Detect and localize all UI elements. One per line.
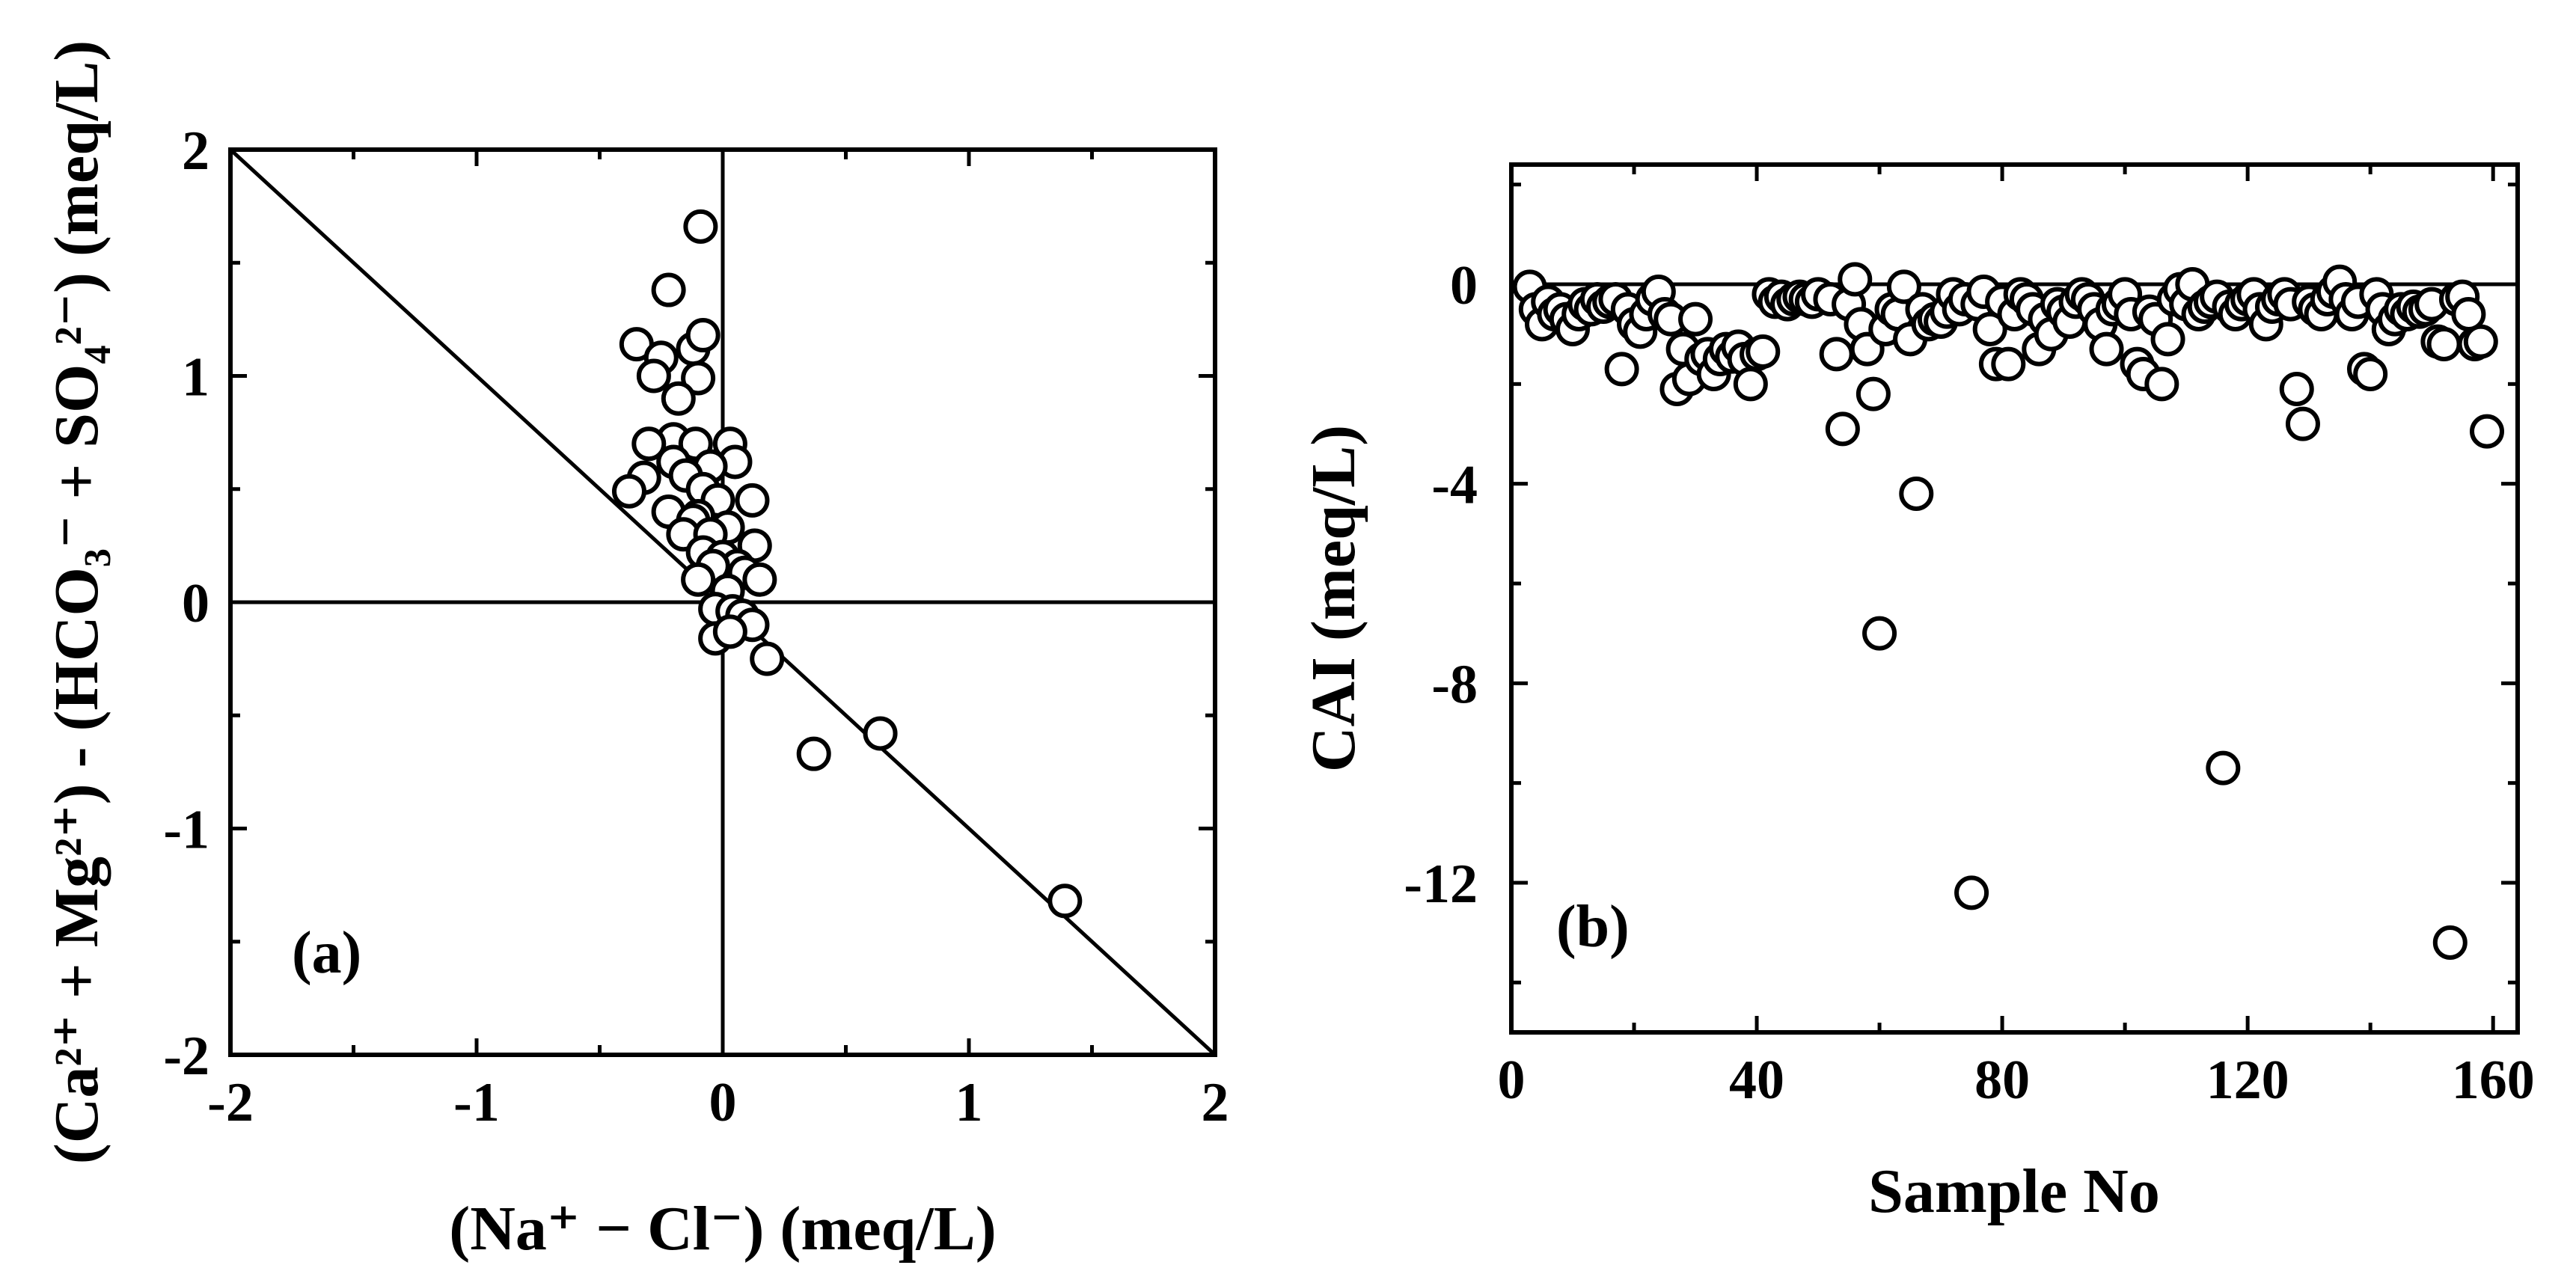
panel-b-y-tick-label: -8 (1431, 654, 1478, 715)
panel-b-tick-labels: 0 40 80 120 160 0 -4 -8 -12 (1404, 255, 2534, 1111)
panel-b-data-point (2469, 414, 2504, 449)
panel-a-y-tick-label: 0 (182, 573, 209, 634)
panel-a-data-point (712, 614, 747, 649)
panel-b-y-tick-label: -12 (1404, 854, 1478, 915)
panel-a-data-point (735, 483, 770, 518)
panel-a-y-tick-label: 2 (182, 120, 209, 182)
panel-a-x-tick-label: 1 (955, 1072, 983, 1133)
panel-a-x-tick-label: -1 (453, 1072, 500, 1133)
panel-a-data-point (750, 641, 785, 676)
panel-b-data-point (2426, 327, 2462, 361)
panel-a-x-axis-label: (Na⁺ − Cl⁻) (meq/L) (449, 1194, 996, 1264)
panel-a-points (611, 209, 1083, 919)
panel-b-y-tick-label: 0 (1450, 255, 1478, 316)
panel-a-data-point (1047, 884, 1083, 919)
panel-b-x-tick-label: 80 (1974, 1050, 2030, 1111)
panel-a-data-point (651, 272, 686, 307)
panel-b-data-point (1678, 301, 1713, 337)
panel-b-data-point (1825, 411, 1860, 447)
panel-a-y-tick-label: 1 (182, 347, 209, 408)
panel-b-data-point (2206, 750, 2241, 786)
panel-a-data-point (636, 358, 671, 393)
panel-b-x-tick-label: 160 (2452, 1050, 2535, 1111)
panel-b-data-point (1972, 312, 2007, 346)
panel-b-data-point (1991, 346, 2026, 382)
panel-a-data-point (681, 361, 716, 396)
panel-a-y-tick-label: -2 (163, 1026, 209, 1087)
panel-b-data-point (2089, 331, 2124, 367)
panel-a-y-tick-label: -1 (163, 800, 209, 861)
panel-b-x-tick-label: 0 (1498, 1050, 1526, 1111)
panel-b-points (1512, 262, 2504, 960)
panel-a-data-point (683, 209, 718, 244)
panel-a-ticks (228, 147, 1217, 1057)
panel-b-data-point (2285, 406, 2320, 441)
panel-a-y-axis-label: (Ca²⁺ + Mg²⁺) - (HCO₃⁻ + SO₄²⁻) (meq/L) (42, 40, 111, 1164)
panel-a-data-point (681, 562, 716, 597)
panel-b: 0 40 80 120 160 0 -4 -8 -12 (b) Sample No CAI (m… (1299, 162, 2535, 1226)
panel-a-x-tick-label: 0 (709, 1072, 737, 1133)
panel-b-data-point (2353, 357, 2388, 391)
panel-b-data-point (2463, 324, 2498, 359)
panel-b-data-point (1604, 352, 1639, 387)
panel-b-data-point (1838, 262, 1873, 297)
panel-b-data-point (1855, 376, 1891, 411)
panel-b-ticks (1509, 165, 2518, 1032)
panel-a-label: (a) (292, 920, 361, 986)
panel-a-data-point (611, 474, 646, 509)
panel-b-data-point (2279, 372, 2314, 406)
panel-a-data-point (742, 562, 777, 597)
panel-b-data-point (1862, 616, 1897, 651)
panel-b-data-point (1746, 334, 1781, 369)
panel-a-data-point (685, 318, 721, 353)
panel-b-data-point (2432, 925, 2468, 960)
panel-b-x-axis-label: Sample No (1868, 1157, 2160, 1226)
panel-a-data-point (796, 736, 831, 771)
panel-a-x-tick-label: -2 (207, 1072, 254, 1133)
panel-b-data-point (1954, 875, 1989, 910)
panel-b-data-point (2150, 322, 2185, 357)
panel-b-data-point (1819, 337, 1854, 372)
panel-a-data-point (661, 381, 696, 416)
panel-b-frame (1509, 162, 2520, 1035)
panel-b-data-point (1899, 477, 1934, 511)
panel-a-tick-labels: -2 -1 0 1 2 -2 -1 0 1 2 (163, 120, 1229, 1133)
panel-b-data-point (2144, 367, 2179, 402)
panel-a-data-point (863, 716, 898, 751)
panel-b-y-axis-label: CAI (meq/L) (1299, 425, 1368, 772)
panel-a: -2 -1 0 1 2 -2 -1 0 1 2 (a) (Na⁺ − Cl⁻) (meq/L) (… (42, 40, 1229, 1264)
panel-a-data-point (631, 426, 667, 462)
panel-b-label: (b) (1556, 894, 1630, 960)
panel-a-x-tick-label: 2 (1202, 1072, 1229, 1133)
panel-b-data-point (1886, 269, 1921, 304)
panel-b-x-tick-label: 40 (1729, 1050, 1784, 1111)
panel-b-x-tick-label: 120 (2206, 1050, 2289, 1111)
panel-b-data-point (1733, 367, 1768, 402)
panel-b-y-tick-label: -4 (1431, 455, 1478, 516)
